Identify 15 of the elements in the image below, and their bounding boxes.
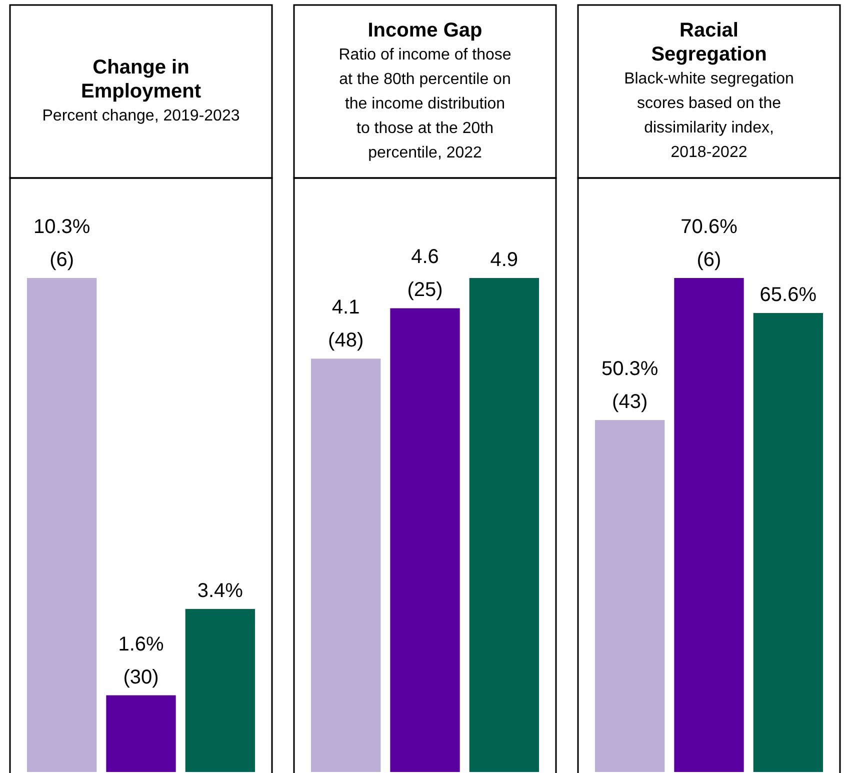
chart-subtitle: Percent change, 2019-2023 [42, 107, 240, 124]
data-label: 4.9 [490, 249, 518, 271]
data-label: 4.1 (48) [328, 296, 364, 352]
data-label: 50.3% (43) [601, 358, 658, 414]
chart-title: Racial Segregation [651, 20, 767, 66]
chart-subtitle: Ratio of income of those at the 80th percentile on the income distribution to those at the 20th percentile, 2022 [338, 46, 512, 162]
data-label: 1.6% (30) [118, 633, 164, 688]
chart-title: Income Gap [368, 19, 482, 42]
data-label: 3.4% [197, 580, 244, 602]
chart-subtitle: Black-white segregation scores based on the dissimilarity index, 2018-2022 [624, 70, 794, 161]
data-label: 10.3% (6) [33, 216, 90, 271]
data-label: 70.6% (6) [680, 216, 738, 271]
data-label: 65.6% [760, 284, 817, 306]
chart-title: Change in Employment [80, 56, 202, 102]
data-label: 4.6 (25) [407, 246, 443, 302]
